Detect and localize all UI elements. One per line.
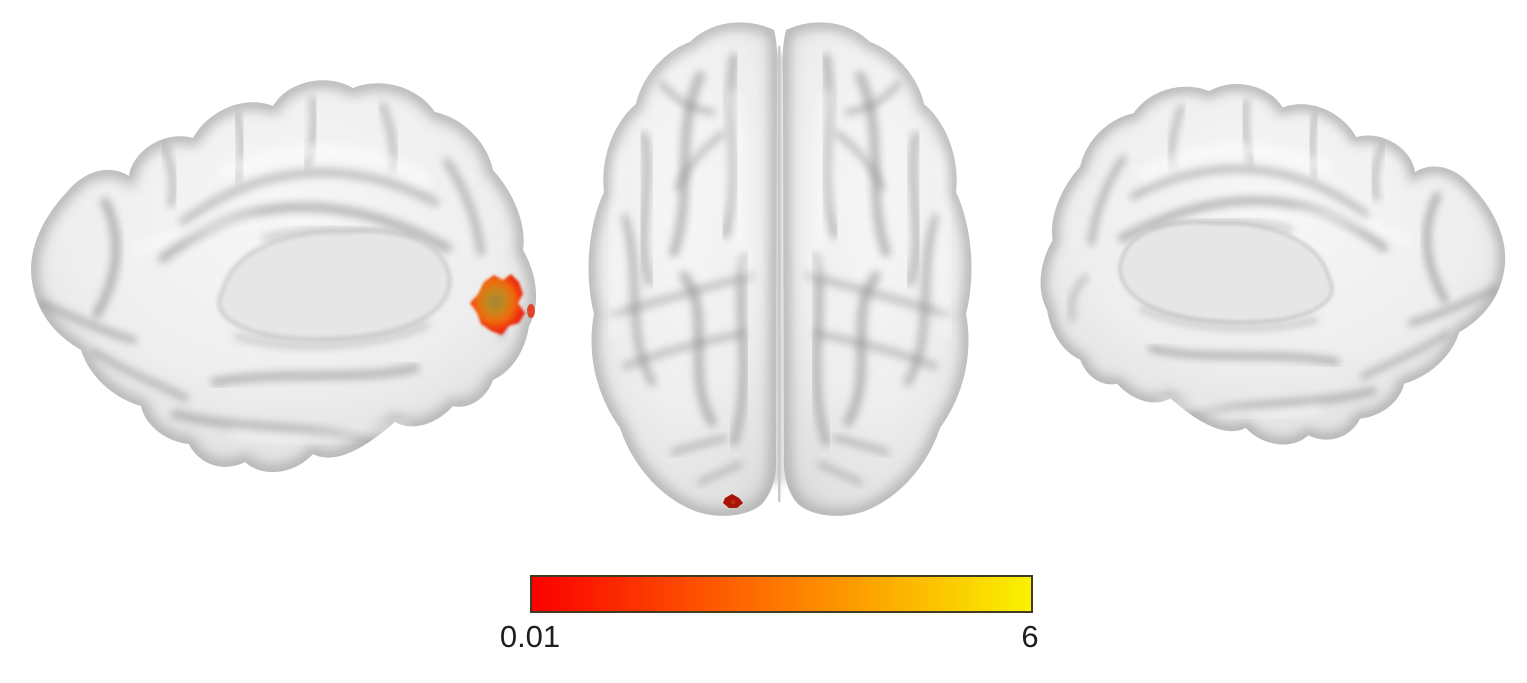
brain-medial-left (31, 80, 536, 472)
brain-medial-right (1041, 84, 1506, 445)
colorbar-max-label: 6 (1021, 619, 1039, 654)
activation-spot-superior (723, 494, 743, 508)
colorbar-min-label: 0.01 (499, 619, 561, 654)
brain-superior (589, 22, 972, 516)
colorbar-gradient (530, 575, 1033, 613)
activation-cluster-frontal-pole (470, 274, 535, 335)
